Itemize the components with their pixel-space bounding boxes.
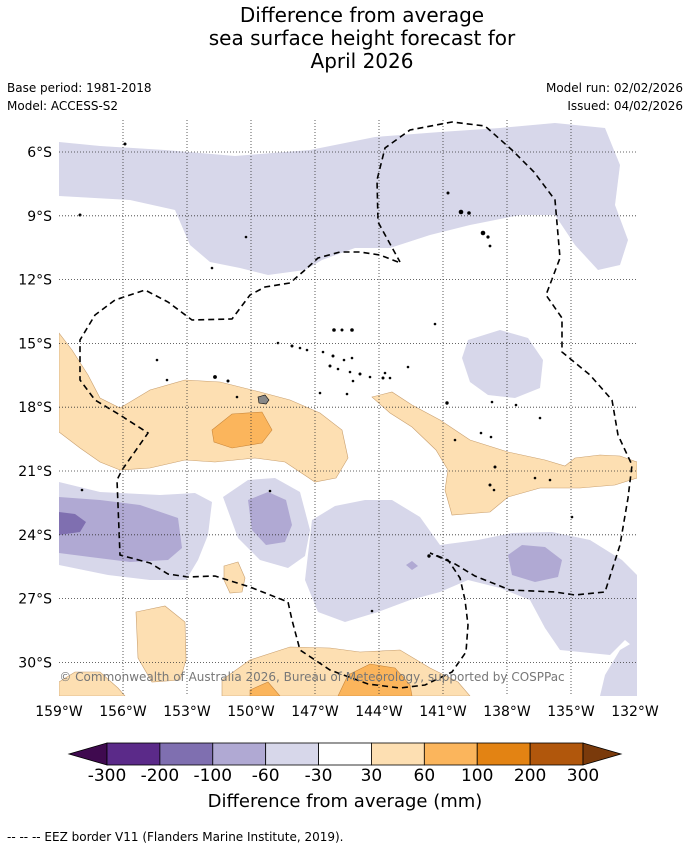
- colorbar-segment: [529, 742, 584, 766]
- colorbar-tick-label: -300: [87, 766, 127, 786]
- negative-core-west-deep: [59, 512, 86, 535]
- eez-border: [79, 121, 633, 689]
- negative-region-south: [305, 500, 637, 655]
- lat-label: 6°S: [27, 145, 52, 161]
- islands: [78, 142, 574, 613]
- colorbar-extend-high: [582, 742, 623, 766]
- colorbar-segment: [212, 742, 267, 766]
- lon-label: 150°W: [227, 704, 275, 720]
- title-line-2: sea surface height forecast for: [208, 26, 516, 50]
- lon-label: 135°W: [547, 704, 595, 720]
- lat-label: 18°S: [18, 400, 52, 416]
- colorbar-segment: [265, 742, 319, 766]
- base-period: Base period: 1981-2018: [7, 81, 152, 95]
- colorbar-segment: [476, 742, 531, 766]
- title-line-1: Difference from average: [239, 3, 485, 27]
- colorbar-segment: [371, 742, 425, 766]
- positive-core-west: [211, 411, 273, 449]
- colorbar-segment: [423, 742, 478, 766]
- island: [257, 394, 270, 405]
- negative-core-south: [508, 545, 562, 582]
- meta-right: Model run: 02/02/2026 Issued: 04/02/2026: [546, 79, 683, 115]
- model-run: Model run: 02/02/2026: [545, 81, 683, 95]
- negative-region-south-east: [600, 640, 637, 696]
- lat-label: 12°S: [18, 273, 52, 289]
- lon-label: 144°W: [355, 704, 403, 720]
- colorbar-tick-label: 100: [460, 766, 494, 786]
- title-line-3: April 2026: [310, 49, 414, 73]
- lat-label: 24°S: [18, 528, 52, 544]
- negative-speck: [406, 561, 418, 570]
- lat-label: 9°S: [27, 209, 52, 225]
- colorbar-tick-label: 30: [360, 766, 383, 786]
- lon-label: 147°W: [291, 704, 339, 720]
- colorbar-segment: [159, 742, 214, 766]
- negative-core-mid: [248, 492, 292, 545]
- anomaly-field: [59, 123, 637, 696]
- positive-core-south: [249, 663, 413, 696]
- colorbar-extend-low: [67, 742, 108, 766]
- colorbar-segment: [106, 742, 161, 766]
- colorbar-tick-label: 60: [413, 766, 436, 786]
- colorbar-tick-label: -30: [304, 766, 333, 786]
- eez-border-main: [79, 121, 633, 689]
- longitude-labels: 159°W 156°W 153°W 150°W 147°W 144°W 141°W 138°W…: [35, 704, 659, 720]
- colorbar-tick-label: -200: [140, 766, 180, 786]
- colorbar-tick-label: -100: [193, 766, 233, 786]
- lon-label: 153°W: [163, 704, 211, 720]
- colorbar: [67, 742, 623, 766]
- gridlines: [59, 120, 637, 696]
- lon-label: 132°W: [611, 704, 659, 720]
- latitude-labels: 6°S 9°S 12°S 15°S 18°S 21°S 24°S 27°S 30°S: [18, 145, 52, 671]
- lon-label: 159°W: [35, 704, 83, 720]
- eez-legend-note: -- -- -- EEZ border V11 (Flanders Marine…: [7, 830, 344, 844]
- lon-label: 141°W: [419, 704, 467, 720]
- model-name: Model: ACCESS-S2: [7, 99, 119, 113]
- negative-core-west: [59, 497, 182, 562]
- lon-label: 156°W: [99, 704, 147, 720]
- colorbar-tick-label: 200: [513, 766, 547, 786]
- colorbar-tick-label: 300: [566, 766, 600, 786]
- lat-label: 27°S: [18, 592, 52, 608]
- positive-region-east: [371, 391, 637, 516]
- copyright-notice: © Commonwealth of Australia 2026, Bureau…: [59, 670, 564, 684]
- lat-label: 30°S: [18, 655, 52, 671]
- colorbar-segment: [318, 742, 372, 766]
- chart-title: Difference from average sea surface heig…: [0, 4, 690, 73]
- meta-left: Base period: 1981-2018 Model: ACCESS-S2: [7, 79, 152, 115]
- colorbar-tick-label: -60: [251, 766, 280, 786]
- negative-region-central: [462, 330, 543, 398]
- lat-label: 15°S: [18, 336, 52, 352]
- issued-date: Issued: 04/02/2026: [567, 99, 683, 113]
- lon-label: 138°W: [483, 704, 531, 720]
- lat-label: 21°S: [18, 464, 52, 480]
- colorbar-title: Difference from average (mm): [207, 791, 483, 812]
- positive-speck: [223, 561, 246, 594]
- negative-region-north: [59, 123, 628, 275]
